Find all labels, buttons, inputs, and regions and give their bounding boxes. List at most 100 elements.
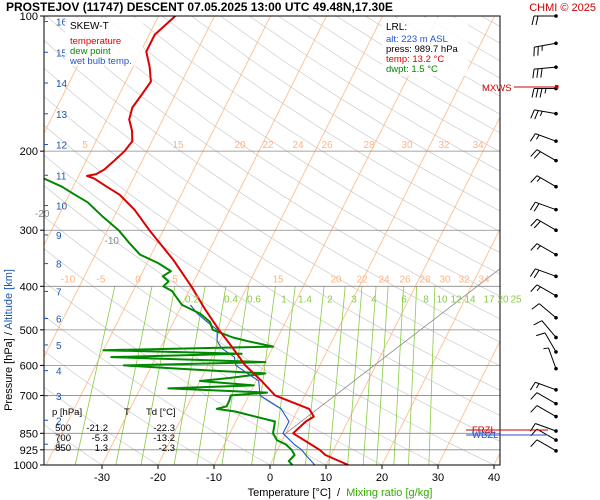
table-cell: -2.3 <box>159 443 175 454</box>
x-axis-mix-label: Mixing ratio [g/kg] <box>346 487 432 499</box>
legend-title: SKEW-T <box>70 21 109 32</box>
altitude-tick-label: 8 <box>56 260 62 271</box>
y-tick-label: 700 <box>20 390 38 402</box>
isotherm-label-400: -10 <box>61 274 76 285</box>
altitude-tick-label: 7 <box>56 287 62 298</box>
dry-adiabat <box>162 16 500 232</box>
wind-barb-flag <box>533 151 541 159</box>
dry-adiabat <box>44 39 500 343</box>
x-tick-label: -10 <box>206 472 222 484</box>
wind-barb-flag <box>533 320 543 326</box>
isotherm-label-200: 28 <box>363 140 375 151</box>
wind-barb-half-flag <box>539 111 543 117</box>
table-cell: 1.3 <box>95 443 108 454</box>
isotherm <box>437 340 500 465</box>
dry-adiabat <box>75 16 500 297</box>
altitude-tick-label: 9 <box>56 231 62 242</box>
wind-barb <box>536 332 558 354</box>
wind-barb <box>543 347 558 371</box>
y-tick-label: 850 <box>20 428 38 440</box>
wind-barb <box>530 392 558 406</box>
mixing-ratio-label: 0.6 <box>247 294 261 305</box>
dry-adiabat <box>423 16 500 62</box>
dry-adiabat <box>44 67 500 367</box>
wind-barb <box>531 14 558 26</box>
wind-barb <box>530 243 558 257</box>
y-axis-label: Pressure [hPa] / Altitude [km] <box>3 269 15 411</box>
wind-barb-flag <box>532 69 535 79</box>
wind-barb-shaft <box>534 42 557 48</box>
wind-barb-shaft <box>538 303 557 319</box>
isotherm-label-200: 22 <box>262 140 274 151</box>
isotherm-label-400: 34 <box>478 274 490 285</box>
wind-barb <box>532 65 558 79</box>
isotherm <box>213 16 439 465</box>
wind-barb <box>533 41 558 57</box>
level-markers: MXWS FRZL WBZL <box>466 83 559 441</box>
wind-barb-flag <box>530 175 538 183</box>
mixing-ratio-label: 8 <box>423 294 429 305</box>
dry-adiabat <box>44 281 327 465</box>
mixing-ratio-line <box>196 286 227 465</box>
mixing-ratio-line <box>221 286 249 465</box>
dewpoint-curve <box>44 177 296 465</box>
wind-barb <box>530 175 558 189</box>
data-table: p [hPa] T Td [°C] 500 -21.2 -22.3 700 -5… <box>52 407 176 454</box>
lrl-press: press: 989.7 hPa <box>386 44 459 55</box>
legend: SKEW-T temperature dew point wet bulb te… <box>65 18 143 67</box>
isotherm-label-400: 20 <box>330 274 342 285</box>
wind-barb-flag <box>533 220 541 229</box>
mixing-ratio-label: 2 <box>327 294 333 305</box>
wind-barb-flag <box>535 88 539 98</box>
wind-barb <box>529 133 558 143</box>
wind-barb-flag <box>535 15 539 26</box>
lrl-alt: alt: 223 m ASL <box>386 34 448 45</box>
mixing-ratio-line <box>251 286 276 465</box>
wind-barb-half-flag <box>536 245 541 250</box>
wind-barb-flag <box>530 392 538 400</box>
wind-barb <box>530 218 558 233</box>
wind-barb-shaft <box>536 175 557 188</box>
isotherm-label-400: 0 <box>135 274 141 285</box>
isotherm-label-400: 28 <box>419 274 431 285</box>
table-header-t: T <box>124 407 130 418</box>
wind-barb-shaft <box>548 347 557 369</box>
altitude-tick-label: 16 <box>56 18 68 29</box>
wind-barb-flag <box>534 110 539 120</box>
wind-barb-shaft <box>535 381 557 391</box>
table-cell: -13.2 <box>153 433 175 444</box>
mixing-ratio-line <box>140 286 176 465</box>
mixing-ratio-line <box>408 286 418 465</box>
x-axis-separator: / <box>331 487 346 499</box>
mixing-ratio-label: 1 <box>281 294 287 305</box>
wind-barb-shaft <box>536 405 557 417</box>
mixing-ratio-label: 4 <box>371 294 377 305</box>
wind-barb-flag <box>529 268 536 277</box>
dry-adiabat <box>46 16 500 320</box>
isotherm-label-400: 32 <box>458 274 470 285</box>
wind-barb-shaft <box>535 423 557 432</box>
wind-barb <box>529 381 558 392</box>
wind-barb-flag <box>533 269 540 279</box>
isotherm <box>325 116 500 465</box>
dry-adiabat <box>191 16 500 212</box>
wind-barb-flag <box>531 88 535 98</box>
wind-barb <box>529 268 558 279</box>
isotherm-label-200: 24 <box>292 140 304 151</box>
altitude-tick-label: 14 <box>56 79 68 90</box>
wind-barb-shaft <box>535 133 557 142</box>
mixing-ratio-line <box>393 286 404 465</box>
x-axis-label: Temperature [°C] / Mixing ratio [g/kg] <box>248 487 433 499</box>
wind-barbs <box>529 14 558 453</box>
isotherm-label-400: 5 <box>172 274 178 285</box>
x-tick-label: 40 <box>488 472 500 484</box>
altitude-tick-label: 4 <box>56 367 62 378</box>
lrl-title: LRL: <box>386 22 407 33</box>
isotherm-label-400: 22 <box>356 274 368 285</box>
mixing-ratio-label: 20 <box>497 294 509 305</box>
y-tick-label: 100 <box>20 11 38 23</box>
isotherm-label-400: 26 <box>399 274 411 285</box>
wind-barb-shaft <box>541 320 557 338</box>
mixing-ratio-label: 6 <box>401 294 407 305</box>
grid-labels: -80-70-60-50-40-30-20-105152022242628303… <box>35 140 522 305</box>
